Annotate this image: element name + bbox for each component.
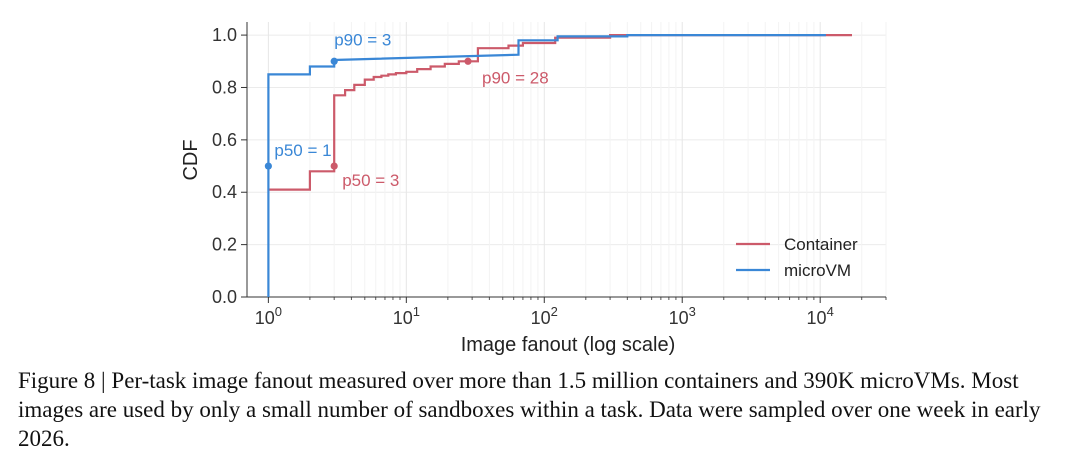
y-tick-label: 1.0 [212, 25, 237, 45]
percentile-label: p50 = 3 [342, 171, 399, 190]
series-line-container [268, 33, 852, 191]
series-lines [267, 33, 852, 297]
percentile-label: p90 = 28 [482, 68, 549, 87]
cdf-chart: 0.0 0.2 0.4 0.6 0.8 1.0 100 101 102 103 104 p90 = … [180, 22, 887, 356]
series-line-microvm [267, 33, 826, 297]
percentile-marker [330, 162, 338, 170]
x-tick-label: 104 [807, 304, 834, 328]
percentile-label: p90 = 3 [334, 30, 391, 49]
percentile-label: p50 = 1 [274, 141, 331, 160]
y-tick-label: 0.8 [212, 77, 237, 97]
y-tick-label: 0.6 [212, 130, 237, 150]
legend: Container microVM [736, 235, 858, 280]
percentile-marker [330, 57, 338, 65]
x-tick-label: 103 [669, 304, 696, 328]
x-tick-label: 102 [531, 304, 558, 328]
y-tick-label: 0.4 [212, 182, 237, 202]
y-tick-label: 0.0 [212, 287, 237, 307]
legend-label: microVM [784, 261, 851, 280]
figure-caption: Figure 8 | Per-task image fanout measure… [18, 368, 1041, 451]
y-axis-title: CDF [180, 139, 202, 180]
x-tick-label: 100 [255, 304, 282, 328]
annotations: p90 = 3 p50 = 1 p90 = 28 p50 = 3 [264, 30, 549, 190]
x-axis-title: Image fanout (log scale) [461, 334, 676, 356]
y-tick-label: 0.2 [212, 235, 237, 255]
percentile-marker [264, 162, 272, 170]
axes: 0.0 0.2 0.4 0.6 0.8 1.0 100 101 102 103 104 [212, 22, 887, 328]
gridlines [247, 22, 887, 298]
x-tick-label: 101 [393, 304, 420, 328]
legend-label: Container [784, 235, 858, 254]
percentile-marker [464, 57, 472, 65]
